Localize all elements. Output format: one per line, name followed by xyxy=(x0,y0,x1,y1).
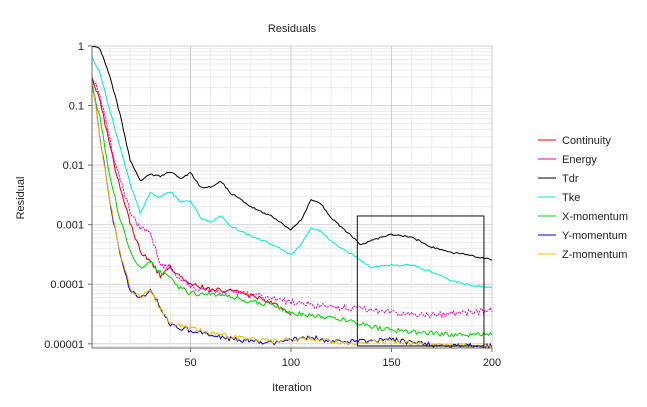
legend-label-z-momentum: Z-momentum xyxy=(562,249,627,261)
y-tick-label: 0.001 xyxy=(56,220,84,232)
zoom-box xyxy=(356,215,485,347)
series-line-tdr xyxy=(91,45,493,261)
legend-label-tke: Tke xyxy=(562,192,580,204)
chart-title: Residuals xyxy=(268,23,317,35)
legend-label-energy: Energy xyxy=(562,154,597,166)
legend-label-tdr: Tdr xyxy=(562,173,579,185)
series-line-tke xyxy=(91,56,493,289)
x-tick-label: 100 xyxy=(282,357,300,369)
legend-label-continuity: Continuity xyxy=(562,135,611,147)
y-axis-label: Residual xyxy=(15,177,27,220)
axis-layer: 1 0.1 0.01 0.001 0.0001 0.00001 50 100 150 200 xyxy=(44,41,501,369)
series-line-continuity xyxy=(91,77,292,316)
series-line-x-momentum xyxy=(91,86,493,338)
x-tick-label: 150 xyxy=(382,357,400,369)
y-tick-label: 1 xyxy=(78,41,84,53)
legend-layer: Continuity Energy Tdr Tke X-momentum Y-moment… xyxy=(538,135,628,261)
x-axis-label: Iteration xyxy=(272,382,312,394)
x-tick-label: 50 xyxy=(184,357,196,369)
series-line-y-momentum xyxy=(91,75,493,350)
y-tick-label: 0.00001 xyxy=(44,339,84,351)
legend-label-y-momentum: Y-momentum xyxy=(562,230,627,242)
legend-label-x-momentum: X-momentum xyxy=(562,211,628,223)
x-tick-label: 200 xyxy=(483,357,501,369)
series-layer xyxy=(91,45,493,350)
series-line-energy xyxy=(91,77,493,319)
y-tick-label: 0.01 xyxy=(63,160,84,172)
y-tick-label: 0.0001 xyxy=(50,279,84,291)
y-tick-label: 0.1 xyxy=(69,101,84,113)
